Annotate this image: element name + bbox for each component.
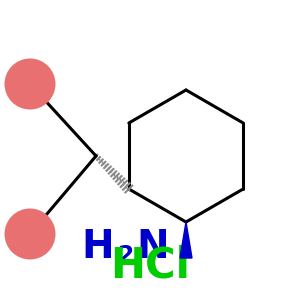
- Circle shape: [4, 58, 55, 110]
- Circle shape: [4, 208, 55, 260]
- Polygon shape: [180, 222, 192, 258]
- Text: N: N: [136, 229, 169, 266]
- Text: H: H: [81, 229, 114, 266]
- Text: 2: 2: [117, 244, 133, 266]
- Text: HCl: HCl: [110, 244, 190, 286]
